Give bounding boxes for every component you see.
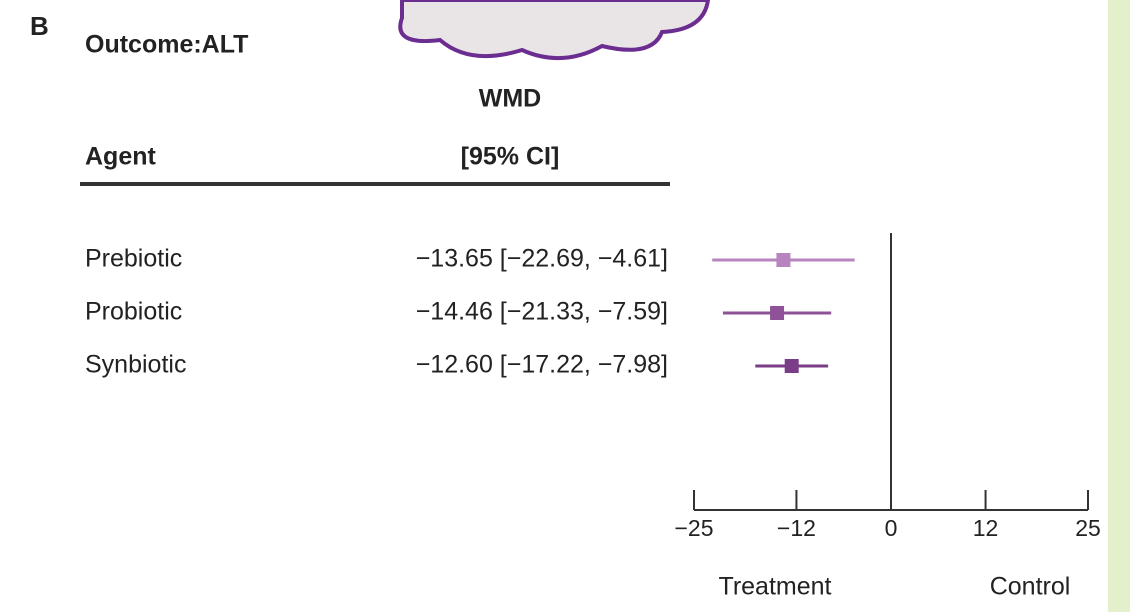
side-strip <box>1108 0 1130 612</box>
x-tick-label: −12 <box>777 515 816 541</box>
point-estimate <box>785 359 799 373</box>
column-header: [95% CI] <box>461 143 560 171</box>
value-label: −13.65 [−22.69, −4.61] <box>416 245 668 273</box>
x-axis-label: Control <box>990 573 1071 601</box>
row-label: Synbiotic <box>85 351 186 379</box>
column-header: WMD <box>479 85 541 113</box>
x-tick-label: −25 <box>674 515 713 541</box>
x-tick-label: 0 <box>885 515 898 541</box>
row-label: Prebiotic <box>85 245 182 273</box>
panel-label: B <box>30 11 49 41</box>
x-tick-label: 12 <box>973 515 999 541</box>
point-estimate <box>776 253 790 267</box>
column-header: Agent <box>85 143 157 171</box>
page: {"chart_data": {"type": "forest", "panel… <box>0 0 1130 612</box>
value-label: −12.60 [−17.22, −7.98] <box>416 351 668 379</box>
point-estimate <box>770 306 784 320</box>
x-axis-label: Treatment <box>718 573 831 601</box>
chart: B Outcome:ALT WMD Agent [95% CI] Treatme… <box>0 0 1130 612</box>
cloud-decoration <box>400 0 708 58</box>
value-label: −14.46 [−21.33, −7.59] <box>416 298 668 326</box>
row-label: Probiotic <box>85 298 182 326</box>
chart-title: Outcome:ALT <box>85 31 248 59</box>
x-tick-label: 25 <box>1075 515 1101 541</box>
